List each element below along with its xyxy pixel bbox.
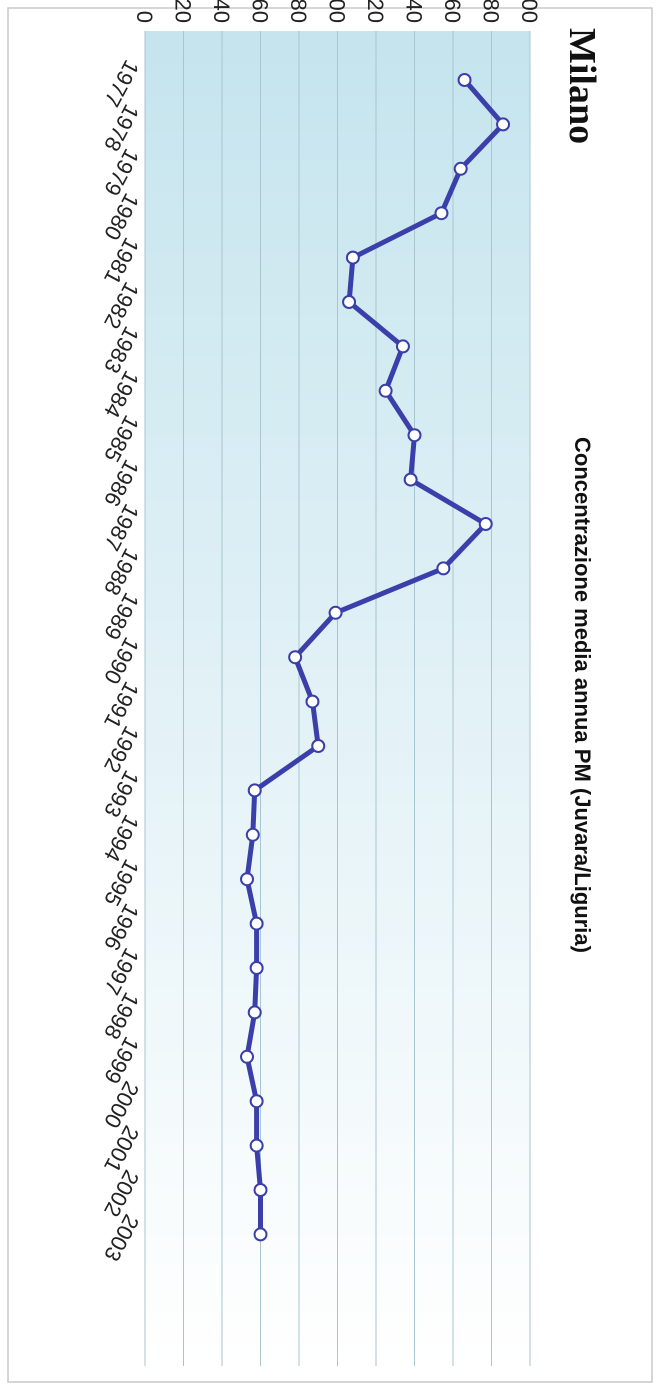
data-point-1999 [240, 1049, 255, 1064]
data-point-1992 [311, 739, 326, 753]
chart-title: Milano [561, 28, 603, 144]
y-tick-labels: 0 20 40 60 80 100 120 140 160 180 200 [132, 0, 542, 23]
gridlines [144, 31, 531, 1366]
data-point-1981 [345, 250, 360, 265]
data-point-1991 [305, 694, 320, 709]
data-points [240, 73, 511, 1242]
y-tick-label: 20 [171, 0, 196, 23]
data-point-1997 [249, 961, 264, 975]
data-point-1983 [395, 339, 410, 354]
data-point-1993 [247, 783, 262, 798]
data-point-1994 [245, 827, 260, 842]
y-tick-label: 200 [517, 0, 542, 23]
data-point-1995 [240, 872, 255, 887]
y-tick-label: 140 [402, 0, 427, 23]
data-point-1996 [249, 916, 264, 931]
data-point-1982 [342, 295, 357, 309]
chart-subtitle: Concentrazione media annua PM (Juvara/Li… [570, 437, 595, 953]
data-point-1990 [288, 650, 303, 665]
data-point-1986 [403, 472, 418, 487]
y-tick-label: 180 [479, 0, 504, 23]
y-tick-label: 100 [325, 0, 350, 23]
data-point-2003 [253, 1227, 268, 1242]
y-tick-label: 120 [363, 0, 388, 23]
y-tick-label: 0 [132, 11, 157, 23]
y-tick-label: 80 [286, 0, 311, 23]
data-point-1977 [457, 73, 472, 87]
data-point-1980 [434, 206, 449, 221]
y-tick-label: 60 [248, 0, 273, 23]
y-tick-label: 40 [209, 0, 234, 23]
y-tick-label: 160 [440, 0, 465, 23]
data-point-1978 [496, 117, 511, 132]
data-point-1987 [478, 517, 493, 531]
data-point-1984 [378, 383, 393, 398]
data-point-1989 [328, 605, 343, 620]
data-point-2001 [249, 1138, 264, 1153]
data-point-1998 [247, 1005, 262, 1020]
data-point-2000 [249, 1094, 264, 1109]
x-tick-label: 2003 [99, 1210, 144, 1265]
data-point-1988 [436, 561, 451, 576]
data-point-2002 [253, 1183, 268, 1197]
chart-border [7, 7, 653, 1383]
data-point-1979 [453, 161, 468, 176]
x-tick-labels: 1977197819791980198119821983198419851986… [99, 56, 144, 1265]
data-point-1985 [407, 428, 422, 443]
